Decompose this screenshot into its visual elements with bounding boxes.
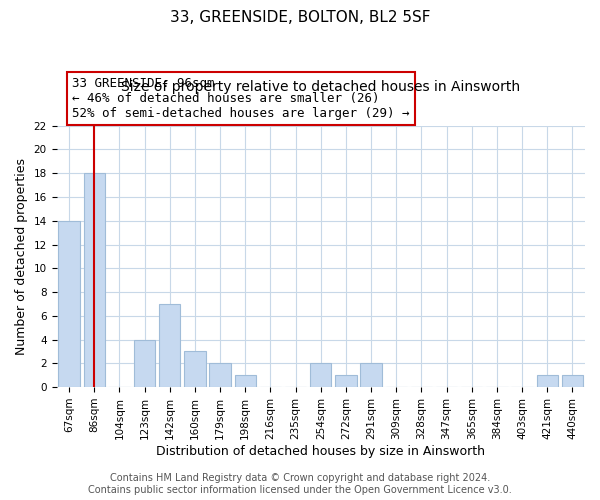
Text: 33 GREENSIDE: 96sqm
← 46% of detached houses are smaller (26)
52% of semi-detach: 33 GREENSIDE: 96sqm ← 46% of detached ho… — [73, 78, 410, 120]
Text: 33, GREENSIDE, BOLTON, BL2 5SF: 33, GREENSIDE, BOLTON, BL2 5SF — [170, 10, 430, 25]
Bar — [310, 364, 331, 387]
Bar — [335, 375, 356, 387]
X-axis label: Distribution of detached houses by size in Ainsworth: Distribution of detached houses by size … — [156, 444, 485, 458]
Bar — [159, 304, 181, 387]
Bar — [83, 173, 105, 387]
Bar — [536, 375, 558, 387]
Bar — [58, 221, 80, 387]
Title: Size of property relative to detached houses in Ainsworth: Size of property relative to detached ho… — [121, 80, 520, 94]
Bar — [235, 375, 256, 387]
Bar — [361, 364, 382, 387]
Bar — [209, 364, 231, 387]
Bar — [562, 375, 583, 387]
Bar — [134, 340, 155, 387]
Text: Contains HM Land Registry data © Crown copyright and database right 2024.
Contai: Contains HM Land Registry data © Crown c… — [88, 474, 512, 495]
Y-axis label: Number of detached properties: Number of detached properties — [15, 158, 28, 355]
Bar — [184, 352, 206, 387]
